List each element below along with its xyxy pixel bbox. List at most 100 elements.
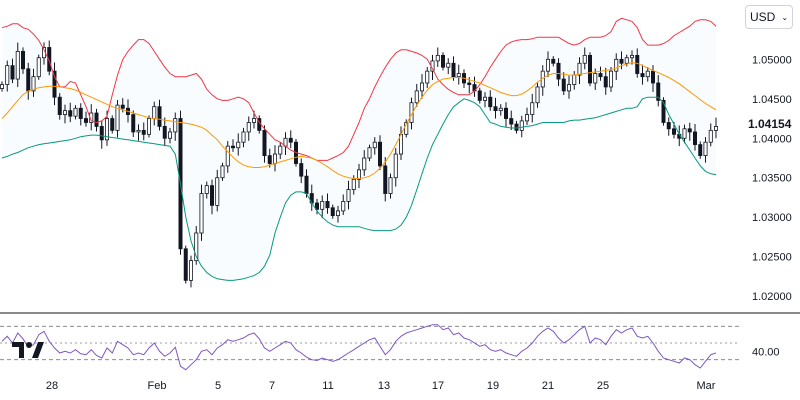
candle — [609, 67, 614, 92]
candle — [582, 47, 587, 70]
price-axis[interactable]: 1.05000 1.04500 1.04000 1.03500 1.03000 1.025… — [752, 54, 792, 303]
candle — [209, 179, 214, 215]
candle-body — [356, 169, 361, 180]
candle-body — [567, 84, 572, 92]
bb-area — [2, 18, 716, 280]
candle — [482, 92, 487, 108]
candle — [603, 67, 608, 95]
candle — [183, 245, 188, 284]
candle-body — [157, 106, 162, 127]
candle — [31, 68, 36, 97]
candle — [188, 255, 193, 288]
rsi-tick-label: 40.00 — [752, 346, 780, 358]
candle — [451, 56, 456, 81]
candle-body — [561, 78, 566, 92]
candle-body — [388, 177, 393, 194]
candle — [530, 93, 535, 123]
candle — [78, 103, 83, 126]
candle — [666, 117, 671, 136]
candle-body — [20, 51, 25, 70]
candle-body — [146, 118, 151, 135]
candle-body — [488, 96, 493, 108]
candle-body — [698, 144, 703, 157]
candle-body — [635, 54, 640, 74]
candle — [383, 157, 388, 202]
candle-body — [435, 54, 440, 62]
candle — [36, 54, 41, 80]
candle — [703, 137, 708, 163]
candle-body — [84, 118, 89, 123]
candle-body — [26, 68, 31, 92]
candle — [456, 64, 461, 85]
candle-body — [94, 112, 99, 127]
candle — [146, 115, 151, 138]
candle-body — [598, 73, 603, 78]
candle — [614, 53, 619, 80]
candle-body — [167, 131, 172, 139]
candle-body — [5, 65, 10, 85]
candle — [661, 97, 666, 126]
price-tick-label: 1.03000 — [752, 212, 792, 224]
candle-body — [173, 118, 178, 133]
candle-body — [36, 57, 41, 78]
price-tick-label: 1.04000 — [752, 133, 792, 145]
candle — [498, 104, 503, 116]
candle-body — [503, 107, 508, 119]
candle-body — [551, 58, 556, 64]
candle — [440, 52, 445, 71]
currency-selector[interactable]: USD ⌄ — [745, 5, 793, 29]
candle-body — [703, 141, 708, 157]
candle — [241, 127, 246, 148]
candle-body — [482, 96, 487, 101]
time-tick-label: 21 — [542, 380, 554, 392]
candle-body — [693, 131, 698, 145]
rsi-pane: 40.00 — [0, 324, 780, 371]
candle — [651, 65, 656, 92]
candle — [435, 47, 440, 67]
candle — [94, 108, 99, 132]
candle-body — [509, 118, 514, 125]
candle — [414, 83, 419, 107]
candle-body — [451, 62, 456, 78]
candle-body — [624, 57, 629, 64]
candle — [335, 205, 340, 223]
bb-basis-line — [1, 61, 717, 179]
candle — [57, 93, 62, 120]
candle — [682, 124, 687, 144]
time-tick-label: 28 — [46, 380, 58, 392]
candle — [714, 117, 719, 139]
candle — [640, 64, 645, 85]
candle-body — [656, 82, 661, 101]
candle — [561, 72, 566, 95]
candle-body — [582, 54, 587, 64]
time-axis[interactable]: 28 Feb 5 7 11 13 17 19 21 25 Mar — [46, 380, 716, 392]
candle — [267, 148, 272, 168]
candle — [708, 123, 713, 147]
candle-body — [131, 114, 136, 133]
candle-body — [120, 104, 125, 109]
candle-body — [372, 141, 377, 149]
candle — [556, 58, 561, 86]
candle — [546, 51, 551, 78]
candle-body — [330, 207, 335, 217]
bollinger-bands — [1, 17, 717, 281]
candle-body — [47, 47, 52, 72]
candle-body — [588, 54, 593, 84]
candle-body — [225, 145, 230, 167]
candle — [477, 87, 482, 104]
candle-body — [530, 102, 535, 115]
candle — [551, 56, 556, 67]
candle-body — [230, 145, 235, 149]
candle — [325, 193, 330, 214]
candle — [698, 141, 703, 159]
time-tick-label: Mar — [697, 380, 716, 392]
candle-body — [346, 189, 351, 202]
price-tick-label: 1.03500 — [752, 173, 792, 185]
rsi-line — [1, 324, 717, 371]
candle-body — [414, 90, 419, 104]
candle — [645, 67, 650, 82]
candle-body — [682, 128, 687, 139]
candle — [598, 66, 603, 81]
candle-body — [136, 129, 141, 133]
